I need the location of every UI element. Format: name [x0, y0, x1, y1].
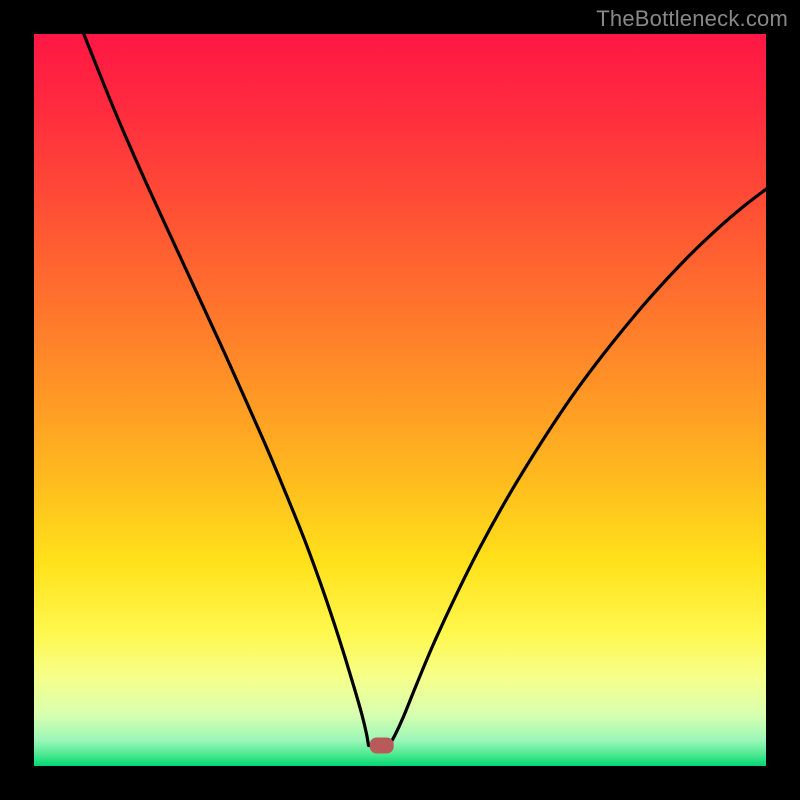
plot-background	[34, 34, 766, 766]
optimum-marker	[370, 738, 394, 754]
bottleneck-chart	[0, 0, 800, 800]
chart-frame: TheBottleneck.com	[0, 0, 800, 800]
watermark-text: TheBottleneck.com	[596, 6, 788, 32]
